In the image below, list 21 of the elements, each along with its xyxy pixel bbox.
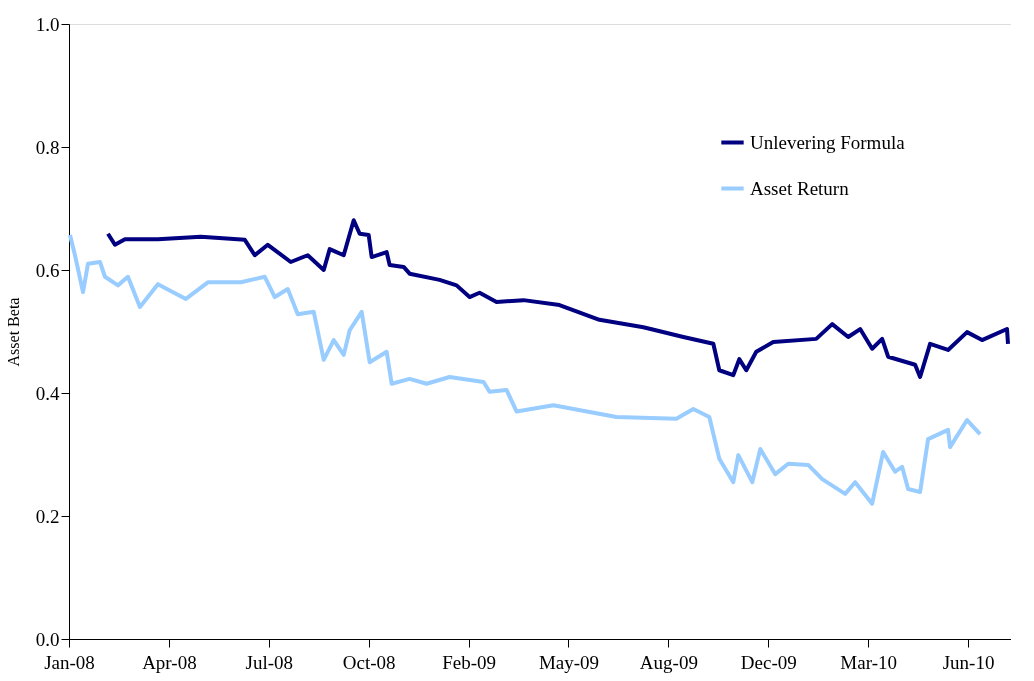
line-series (105, 218, 1010, 380)
x-tick-label: May-09 (538, 651, 600, 673)
x-tick-label: Jul-08 (245, 651, 294, 673)
x-tick-label: Aug-09 (639, 651, 698, 673)
y-tick-label: 0.2 (35, 505, 60, 527)
y-tick-label: 1.0 (35, 13, 60, 35)
x-tick-label: Mar-10 (840, 651, 897, 673)
x-tick-label: Dec-09 (740, 651, 797, 673)
legend-label: Asset Return (750, 177, 850, 199)
y-tick-label: 0.0 (35, 628, 60, 650)
y-axis-title: Asset Beta (4, 297, 22, 367)
x-tick-label: Apr-08 (142, 651, 197, 673)
line-series (68, 232, 983, 506)
legend-label: Unlevering Formula (750, 131, 906, 153)
y-tick-label: 0.6 (35, 259, 60, 281)
y-tick-label: 0.4 (35, 382, 60, 404)
x-tick-label: Jun-10 (942, 651, 995, 673)
x-tick-label: Feb-09 (442, 651, 496, 673)
x-tick-label: Jan-08 (44, 651, 95, 673)
x-tick-label: Oct-08 (342, 651, 396, 673)
y-tick-label: 0.8 (35, 136, 60, 158)
